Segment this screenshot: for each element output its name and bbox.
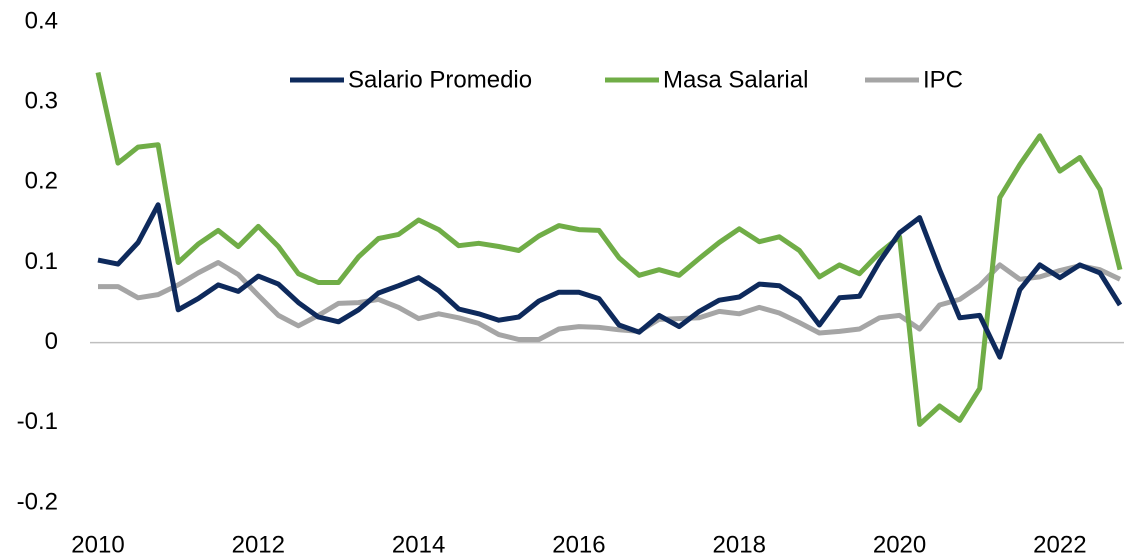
legend-label: Salario Promedio	[348, 66, 532, 93]
series-line	[97, 202, 1123, 360]
y-tick-label: 0.1	[25, 248, 58, 275]
legend-label: IPC	[923, 66, 963, 93]
y-tick-label: 0.3	[25, 88, 58, 115]
x-tick-label: 2014	[392, 531, 445, 558]
x-tick-label: 2016	[552, 531, 605, 558]
x-tick-label: 2012	[232, 531, 285, 558]
x-tick-label: 2010	[71, 531, 124, 558]
legend-label: Masa Salarial	[663, 66, 808, 93]
series-line	[95, 71, 1123, 427]
y-tick-label: -0.1	[17, 408, 58, 435]
y-tick-label: 0	[45, 328, 58, 355]
x-tick-label: 2022	[1033, 531, 1086, 558]
y-tick-label: -0.2	[17, 488, 58, 515]
y-tick-label: 0.4	[25, 7, 58, 34]
y-tick-label: 0.2	[25, 168, 58, 195]
series-line	[98, 260, 1122, 342]
x-tick-label: 2018	[713, 531, 766, 558]
x-tick-label: 2020	[873, 531, 926, 558]
